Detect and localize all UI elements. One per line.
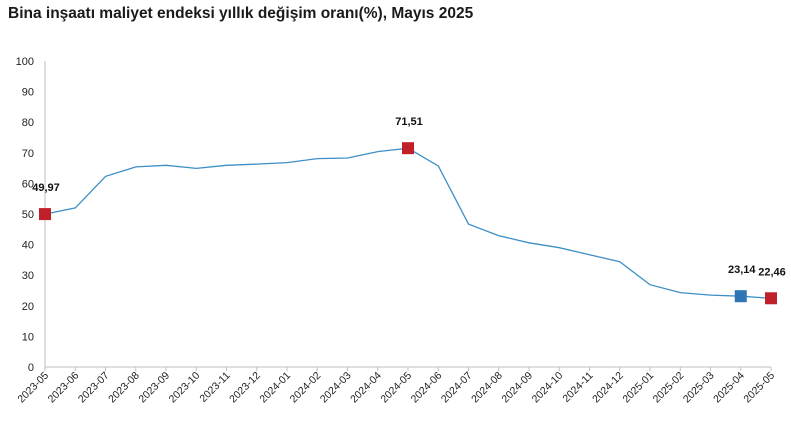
y-tick-label: 50 bbox=[22, 209, 34, 221]
x-tick-label: 2025-04 bbox=[711, 370, 747, 406]
x-tick-label: 2023-05 bbox=[15, 370, 51, 406]
chart-title: Bina inşaatı maliyet endeksi yıllık deği… bbox=[8, 5, 474, 22]
x-tick-label: 2025-02 bbox=[651, 370, 687, 406]
data-label: 22,46 bbox=[758, 266, 786, 278]
x-tick-label: 2025-05 bbox=[741, 370, 777, 406]
x-tick-label: 2025-03 bbox=[681, 370, 717, 406]
x-tick-label: 2023-09 bbox=[136, 370, 172, 406]
y-tick-label: 90 bbox=[22, 87, 34, 99]
y-tick-label: 60 bbox=[22, 178, 34, 190]
x-tick-label: 2024-06 bbox=[409, 370, 445, 406]
x-tick-label: 2024-04 bbox=[348, 370, 384, 406]
y-tick-label: 70 bbox=[22, 148, 34, 160]
highlight-marker bbox=[734, 290, 747, 303]
x-tick-label: 2025-01 bbox=[620, 370, 656, 406]
x-tick-label: 2024-11 bbox=[560, 370, 595, 405]
y-tick-label: 20 bbox=[22, 301, 34, 313]
x-tick-label: 2023-11 bbox=[197, 370, 232, 405]
x-tick-label: 2023-12 bbox=[227, 370, 263, 406]
x-tick-label: 2024-07 bbox=[439, 370, 475, 406]
data-label: 49,97 bbox=[32, 182, 60, 194]
x-tick-label: 2024-12 bbox=[590, 370, 626, 406]
x-tick-label: 2024-01 bbox=[257, 370, 293, 406]
highlight-marker bbox=[765, 292, 777, 305]
x-tick-label: 2024-02 bbox=[288, 370, 324, 406]
x-tick-label: 2024-10 bbox=[530, 370, 566, 406]
x-tick-label: 2023-07 bbox=[76, 370, 112, 406]
x-tick-label: 2024-08 bbox=[469, 370, 505, 406]
x-tick-label: 2023-06 bbox=[46, 370, 82, 406]
x-tick-label: 2024-09 bbox=[499, 370, 535, 406]
x-tick-label: 2024-03 bbox=[318, 370, 354, 406]
x-tick-label: 2024-05 bbox=[378, 370, 414, 406]
data-label: 23,14 bbox=[728, 264, 756, 276]
y-tick-label: 100 bbox=[16, 56, 34, 68]
highlight-marker bbox=[402, 142, 414, 155]
y-tick-label: 40 bbox=[22, 240, 34, 252]
y-tick-label: 10 bbox=[22, 331, 34, 343]
y-tick-label: 80 bbox=[22, 117, 34, 129]
y-tick-label: 30 bbox=[22, 270, 34, 282]
highlight-marker bbox=[39, 208, 51, 221]
y-tick-label: 0 bbox=[28, 362, 34, 374]
data-label: 71,51 bbox=[395, 116, 423, 128]
x-tick-label: 2023-08 bbox=[106, 370, 142, 406]
series-line bbox=[44, 147, 772, 299]
x-tick-label: 2023-10 bbox=[167, 370, 203, 406]
